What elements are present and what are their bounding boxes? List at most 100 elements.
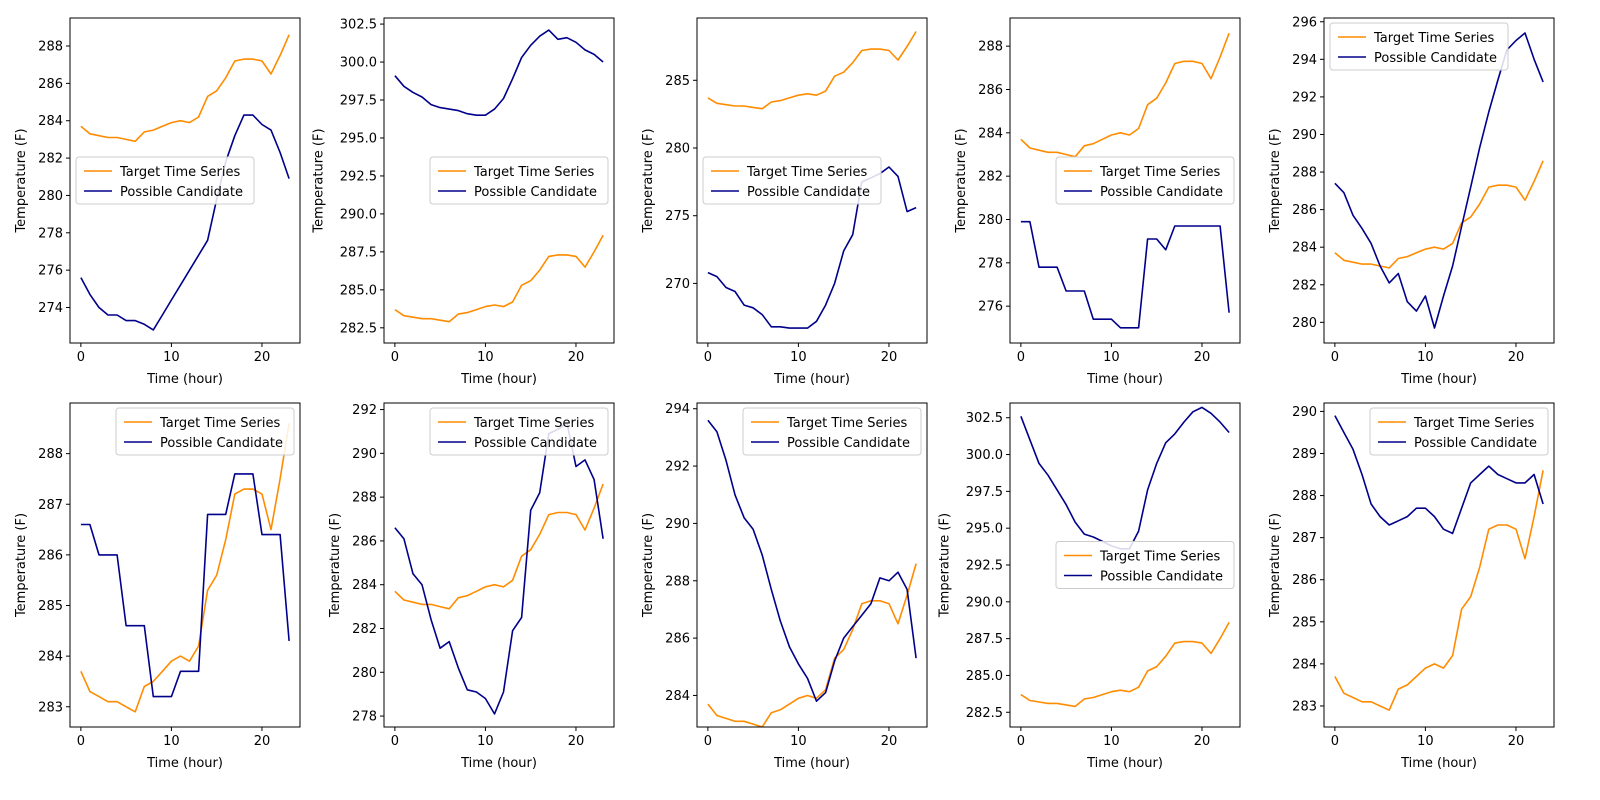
y-tick-label: 289	[1292, 447, 1317, 462]
y-tick-label: 280	[352, 666, 377, 681]
legend: Target Time Series Possible Candidate	[1369, 407, 1549, 456]
y-tick-label: 288	[665, 574, 690, 589]
y-tick-label: 288	[38, 40, 63, 55]
legend: Target Time Series Possible Candidate	[702, 156, 882, 205]
y-axis-label: Temperature (F)	[954, 128, 969, 233]
x-tick-label: 0	[391, 734, 399, 749]
legend-entry-target-label: Target Time Series	[1099, 165, 1221, 180]
y-tick-label: 278	[38, 226, 63, 241]
y-tick-label: 300.0	[340, 56, 377, 71]
legend-entry-candidate-label: Possible Candidate	[474, 185, 597, 200]
y-tick-label: 276	[38, 264, 63, 279]
y-tick-label: 280	[665, 142, 690, 157]
y-tick-label: 297.5	[340, 94, 377, 109]
y-tick-label: 290.0	[340, 207, 377, 222]
axes-frame	[696, 17, 928, 344]
legend: Target Time Series Possible Candidate	[1055, 541, 1235, 589]
y-tick-label: 274	[38, 301, 63, 316]
y-tick-label: 300.0	[966, 448, 1003, 463]
axes-frame	[1323, 17, 1555, 344]
y-tick-label: 280	[978, 213, 1003, 228]
y-tick-label: 294	[665, 402, 690, 417]
y-axis-label: Temperature (F)	[14, 128, 29, 233]
subplot-5: 0 10 20 280 282 284 286 288 290 292 294 296 Time (ho…	[1268, 15, 1555, 387]
target-series-line	[1334, 470, 1544, 712]
subplot-6: 0 10 20 283 284 285 286 287 288 Time (hour) Temper…	[14, 402, 301, 771]
y-tick-label: 278	[978, 256, 1003, 271]
x-tick-label: 10	[163, 350, 180, 365]
x-tick-label: 0	[704, 350, 712, 365]
y-tick-label: 297.5	[966, 485, 1003, 500]
y-tick-label: 296	[1292, 15, 1317, 30]
y-tick-label: 282	[1292, 278, 1317, 293]
subplot-1: 0 10 20 274 276 278 280 282 284 286 288 Time (hour)…	[14, 17, 301, 387]
legend-entry-target-label: Target Time Series	[159, 416, 281, 431]
target-series-line	[1020, 32, 1230, 158]
y-axis-label: Temperature (F)	[641, 513, 656, 618]
y-tick-label: 294	[1292, 53, 1317, 68]
legend-entry-target-label: Target Time Series	[473, 165, 595, 180]
y-tick-label: 286	[665, 632, 690, 647]
subplot-8: 0 10 20 284 286 288 290 292 294 Time (hour) Temper…	[641, 402, 928, 771]
x-tick-label: 10	[163, 734, 180, 749]
y-tick-label: 292	[1292, 90, 1317, 105]
y-tick-label: 270	[665, 277, 690, 292]
legend-entry-candidate-label: Possible Candidate	[1100, 570, 1223, 585]
y-tick-label: 285.0	[340, 283, 377, 298]
y-tick-label: 290	[1292, 128, 1317, 143]
x-tick-label: 10	[1417, 350, 1434, 365]
legend-box	[75, 156, 255, 205]
candidate-series-line	[80, 114, 290, 331]
y-tick-label: 285	[665, 74, 690, 89]
candidate-series-line	[394, 29, 604, 116]
legend-box	[429, 156, 609, 205]
y-tick-label: 302.5	[966, 411, 1003, 426]
y-tick-label: 285	[1292, 615, 1317, 630]
axes-frame	[1009, 402, 1241, 728]
y-tick-label: 286	[978, 83, 1003, 98]
y-tick-label: 282	[978, 170, 1003, 185]
x-tick-label: 20	[1508, 734, 1525, 749]
legend-box	[115, 407, 295, 456]
x-tick-label: 10	[1417, 734, 1434, 749]
candidate-series-line	[707, 419, 917, 703]
y-tick-label: 276	[978, 300, 1003, 315]
x-tick-label: 0	[77, 350, 85, 365]
y-tick-label: 288	[38, 447, 63, 462]
x-tick-label: 20	[568, 350, 585, 365]
axes-frame	[383, 402, 615, 728]
target-series-line	[394, 483, 604, 610]
x-axis-label: Time (hour)	[1400, 756, 1477, 771]
legend-entry-target-label: Target Time Series	[786, 416, 908, 431]
x-axis-label: Time (hour)	[146, 756, 223, 771]
x-tick-label: 0	[1331, 350, 1339, 365]
subplot-2: 0 10 20 282.5 285.0 287.5 290.0 292.5 295.0 297.5…	[312, 17, 615, 387]
y-tick-label: 290	[665, 517, 690, 532]
y-tick-label: 282	[352, 622, 377, 637]
legend-box	[1055, 156, 1235, 205]
subplot-9: 0 10 20 282.5 285.0 287.5 290.0 292.5 295.0 297.5…	[938, 402, 1241, 771]
legend-entry-candidate-label: Possible Candidate	[160, 436, 283, 451]
y-tick-label: 286	[38, 77, 63, 92]
x-axis-label: Time (hour)	[146, 372, 223, 387]
target-series-line	[1334, 160, 1544, 269]
x-axis-label: Time (hour)	[1400, 372, 1477, 387]
x-tick-label: 0	[1017, 734, 1025, 749]
legend: Target Time Series Possible Candidate	[1329, 22, 1509, 71]
y-axis-label: Temperature (F)	[1268, 513, 1283, 618]
y-tick-label: 285.0	[966, 669, 1003, 684]
x-tick-label: 10	[790, 734, 807, 749]
y-tick-label: 286	[1292, 203, 1317, 218]
axes-frame	[69, 402, 301, 728]
x-tick-label: 0	[391, 350, 399, 365]
legend-box	[702, 156, 882, 205]
legend-entry-target-label: Target Time Series	[1099, 550, 1221, 565]
y-tick-label: 286	[38, 548, 63, 563]
y-axis-label: Temperature (F)	[641, 128, 656, 233]
x-tick-label: 20	[1194, 350, 1211, 365]
y-tick-label: 295.0	[966, 522, 1003, 537]
legend-entry-target-label: Target Time Series	[473, 416, 595, 431]
axes-frame	[1009, 17, 1241, 344]
